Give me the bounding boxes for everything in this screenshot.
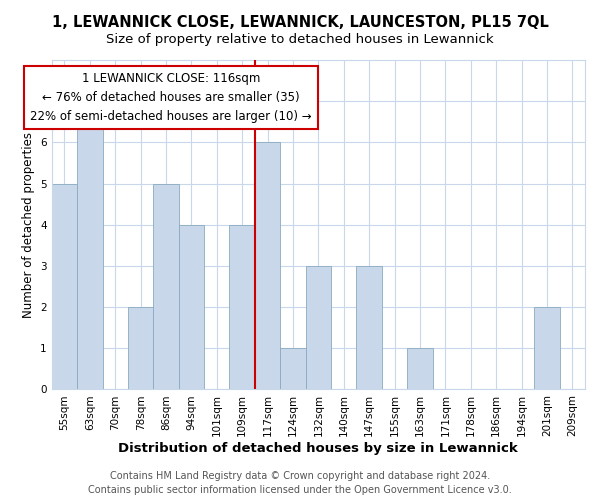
Text: Contains HM Land Registry data © Crown copyright and database right 2024.
Contai: Contains HM Land Registry data © Crown c… [88,471,512,495]
Bar [154,184,179,390]
Bar [280,348,305,390]
Text: 1 LEWANNICK CLOSE: 116sqm
← 76% of detached houses are smaller (35)
22% of semi-: 1 LEWANNICK CLOSE: 116sqm ← 76% of detac… [30,72,312,124]
Bar [77,101,103,390]
Bar [305,266,331,390]
X-axis label: Distribution of detached houses by size in Lewannick: Distribution of detached houses by size … [118,442,518,455]
Text: Size of property relative to detached houses in Lewannick: Size of property relative to detached ho… [106,32,494,46]
Bar [356,266,382,390]
Bar [255,142,280,390]
Bar [179,224,204,390]
Bar [52,184,77,390]
Bar [128,307,154,390]
Text: 1, LEWANNICK CLOSE, LEWANNICK, LAUNCESTON, PL15 7QL: 1, LEWANNICK CLOSE, LEWANNICK, LAUNCESTO… [52,15,548,30]
Bar [534,307,560,390]
Bar [407,348,433,390]
Bar [229,224,255,390]
Y-axis label: Number of detached properties: Number of detached properties [22,132,35,318]
